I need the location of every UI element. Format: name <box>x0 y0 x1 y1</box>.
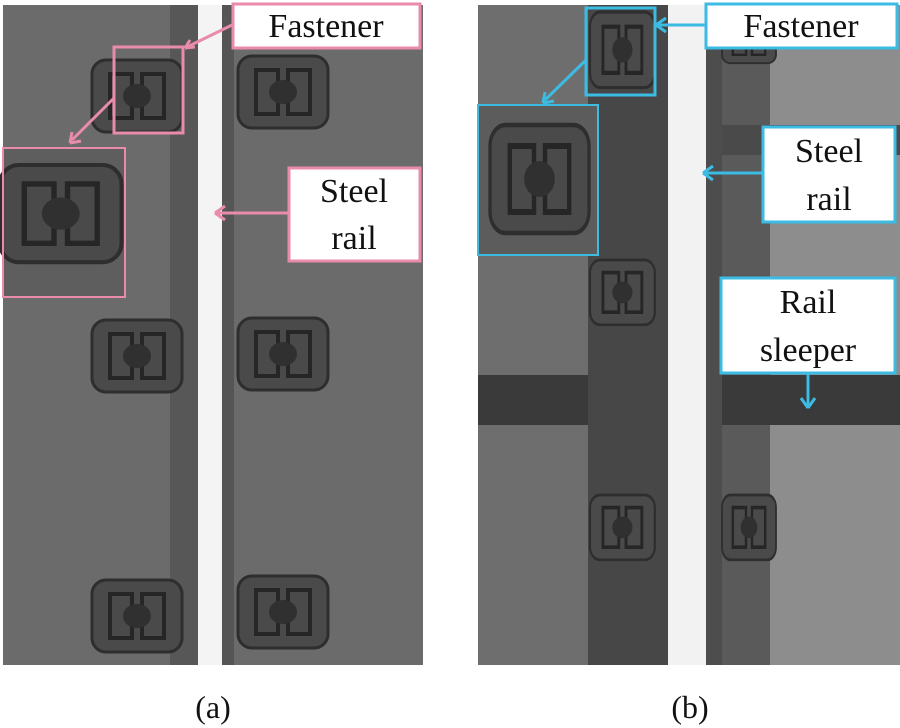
label-fastener-b: Fastener <box>743 8 859 45</box>
panel-b-annotations <box>541 2 899 409</box>
zoomed-fastener-inset-a <box>0 147 126 298</box>
label-steel-rail-a-line2: rail <box>331 220 376 257</box>
fastener-highlight-box-b <box>584 6 657 97</box>
label-steel-rail-a-line1: Steel <box>320 173 388 210</box>
fastener-highlight-box <box>112 45 185 135</box>
label-rail-sleeper-line2: sleeper <box>760 332 857 369</box>
caption-b: (b) <box>671 689 708 725</box>
label-rail-sleeper-line1: Rail <box>780 284 837 321</box>
label-steel-rail-b-line2: rail <box>806 181 851 218</box>
zoomed-fastener-inset-b <box>477 104 599 256</box>
caption-a: (a) <box>195 689 231 725</box>
label-steel-rail-b-line1: Steel <box>795 133 863 170</box>
label-fastener-a: Fastener <box>268 8 384 45</box>
panel-a-photo <box>0 5 423 665</box>
panel-a-annotations <box>68 2 422 263</box>
